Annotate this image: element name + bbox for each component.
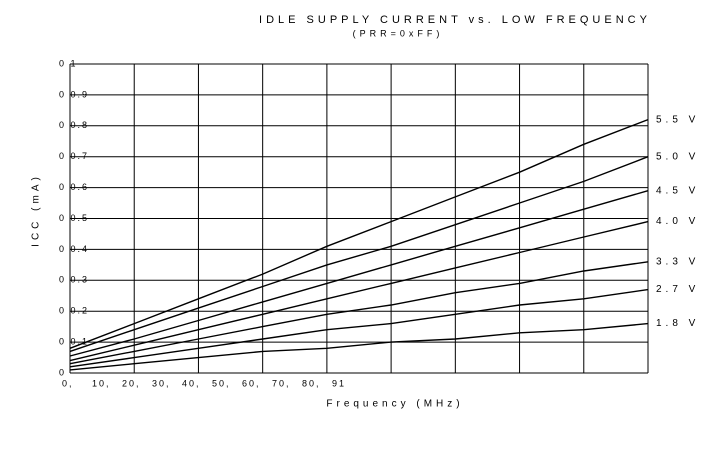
series-line (69, 322, 649, 371)
y-tick-label: 0 0.2 (59, 306, 89, 316)
y-tick-label: 0 0.6 (59, 182, 89, 192)
legend-label: 5.0 V (656, 151, 699, 162)
legend-label: 1.8 V (656, 318, 699, 329)
y-tick-label: 0 (59, 367, 66, 377)
series-line (69, 220, 649, 362)
y-tick-label: 0 0.3 (59, 275, 89, 285)
y-tick-label: 0 1 (59, 58, 78, 68)
x-tick-label: 70, (272, 378, 291, 388)
series-line (69, 261, 649, 365)
legend-label: 4.5 V (656, 185, 699, 196)
x-tick-label: 91 (332, 378, 346, 388)
y-axis-label: ICC (mA) (31, 173, 42, 247)
series-line (69, 190, 649, 357)
legend-label: 2.7 V (656, 284, 699, 295)
y-tick-label: 0 0.7 (59, 151, 89, 161)
x-tick-label: 10, (92, 378, 111, 388)
legend-label: 3.3 V (656, 256, 699, 267)
legend-label: 4.0 V (656, 216, 699, 227)
x-tick-label: 0, (62, 378, 74, 388)
series-line (69, 288, 649, 368)
legend-label: 5.5 V (656, 114, 699, 125)
y-tick-label: 0 0.1 (59, 336, 89, 346)
y-tick-label: 0 0.9 (59, 89, 89, 99)
series-line (69, 156, 649, 353)
x-tick-label: 80, (302, 378, 321, 388)
x-tick-label: 30, (152, 378, 171, 388)
x-tick-label: 20, (122, 378, 141, 388)
x-axis-label: Frequency (MHz) (326, 399, 463, 410)
series-line (69, 118, 649, 349)
chart-title: IDLE SUPPLY CURRENT vs. LOW FREQUENCY (259, 14, 651, 26)
x-tick-label: 60, (242, 378, 261, 388)
x-tick-label: 50, (212, 378, 231, 388)
y-tick-label: 0 0.5 (59, 213, 89, 223)
x-tick-label: 40, (182, 378, 201, 388)
y-tick-label: 0 0.8 (59, 120, 89, 130)
chart-subtitle: (PRR=0xFF) (353, 28, 444, 38)
y-tick-label: 0 0.4 (59, 244, 89, 254)
